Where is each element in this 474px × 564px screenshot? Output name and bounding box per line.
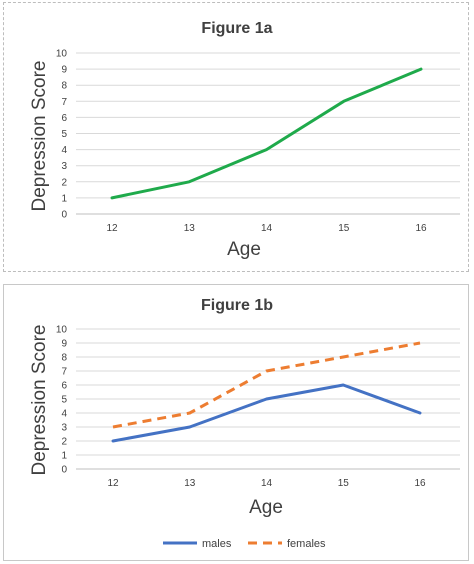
x-tick-label: 14 xyxy=(261,223,273,234)
y-axis-label: Depression Score xyxy=(29,60,50,211)
x-tick-label: 14 xyxy=(261,478,273,489)
y-tick-label: 3 xyxy=(61,161,67,172)
y-tick-label: 9 xyxy=(61,339,67,350)
x-tick-label: 13 xyxy=(184,223,196,234)
legend-label-females: females xyxy=(287,538,326,550)
chart-title: Figure 1a xyxy=(201,20,272,37)
y-tick-label: 0 xyxy=(61,210,67,221)
y-tick-label: 9 xyxy=(61,65,67,76)
y-tick-label: 1 xyxy=(61,451,67,462)
x-axis-label: Age xyxy=(249,497,283,518)
y-tick-label: 2 xyxy=(61,177,67,188)
y-tick-label: 10 xyxy=(56,325,68,336)
x-tick-label: 13 xyxy=(184,478,196,489)
y-tick-label: 6 xyxy=(61,113,67,124)
y-tick-label: 10 xyxy=(56,49,68,60)
x-tick-label: 15 xyxy=(338,223,350,234)
y-tick-label: 3 xyxy=(61,423,67,434)
y-tick-label: 8 xyxy=(61,353,67,364)
y-tick-label: 0 xyxy=(61,465,67,476)
y-tick-label: 1 xyxy=(61,193,67,204)
legend: males females xyxy=(163,538,326,550)
y-axis-label: Depression Score xyxy=(29,324,50,475)
legend-label-males: males xyxy=(202,538,232,550)
x-tick-label: 12 xyxy=(107,478,119,489)
y-tick-label: 5 xyxy=(61,129,67,140)
x-tick-label: 15 xyxy=(338,478,350,489)
y-tick-label: 4 xyxy=(61,409,67,420)
y-tick-label: 5 xyxy=(61,395,67,406)
y-tick-label: 2 xyxy=(61,437,67,448)
y-tick-label: 8 xyxy=(61,81,67,92)
chart-title: Figure 1b xyxy=(201,297,273,314)
x-tick-label: 16 xyxy=(414,478,426,489)
x-tick-label: 12 xyxy=(106,223,118,234)
y-tick-label: 6 xyxy=(61,381,67,392)
y-tick-label: 4 xyxy=(61,145,67,156)
y-tick-label: 7 xyxy=(61,367,67,378)
x-tick-label: 16 xyxy=(415,223,427,234)
chart-panel-figure-1a: Figure 1a 0 1 2 3 4 5 6 7 8 9 10 12 13 14 15 16 Age De… xyxy=(3,2,469,272)
chart-panel-figure-1b: Figure 1b 0 1 2 3 4 5 6 7 8 9 10 12 13 14 15 16 Age De… xyxy=(3,284,469,561)
y-tick-label: 7 xyxy=(61,97,67,108)
x-axis-label: Age xyxy=(227,239,261,260)
